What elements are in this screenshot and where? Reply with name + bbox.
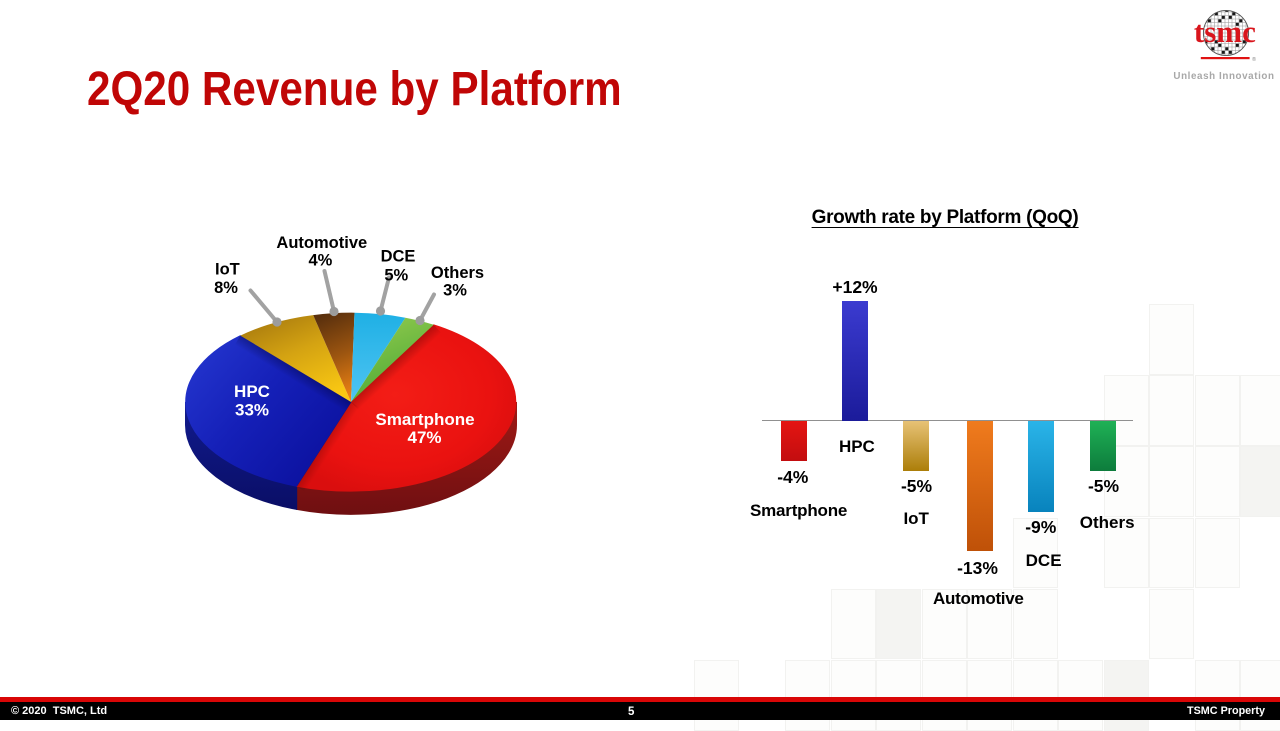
svg-text:5%: 5%: [384, 267, 408, 285]
svg-text:IoT: IoT: [215, 261, 240, 279]
svg-text:8%: 8%: [214, 279, 238, 297]
svg-text:3%: 3%: [443, 282, 467, 300]
svg-text:DCE: DCE: [381, 248, 416, 266]
svg-text:Unleash Innovation: Unleash Innovation: [1173, 71, 1274, 82]
svg-text:Automotive: Automotive: [276, 234, 367, 252]
svg-text:4%: 4%: [308, 252, 332, 270]
svg-text:HPC: HPC: [234, 382, 270, 401]
svg-text:47%: 47%: [407, 428, 441, 447]
svg-text:Others: Others: [431, 264, 484, 282]
svg-text:33%: 33%: [235, 401, 269, 420]
svg-text:tsmc: tsmc: [1194, 14, 1256, 49]
svg-text:®: ®: [1252, 56, 1256, 63]
svg-text:Smartphone: Smartphone: [375, 410, 474, 429]
